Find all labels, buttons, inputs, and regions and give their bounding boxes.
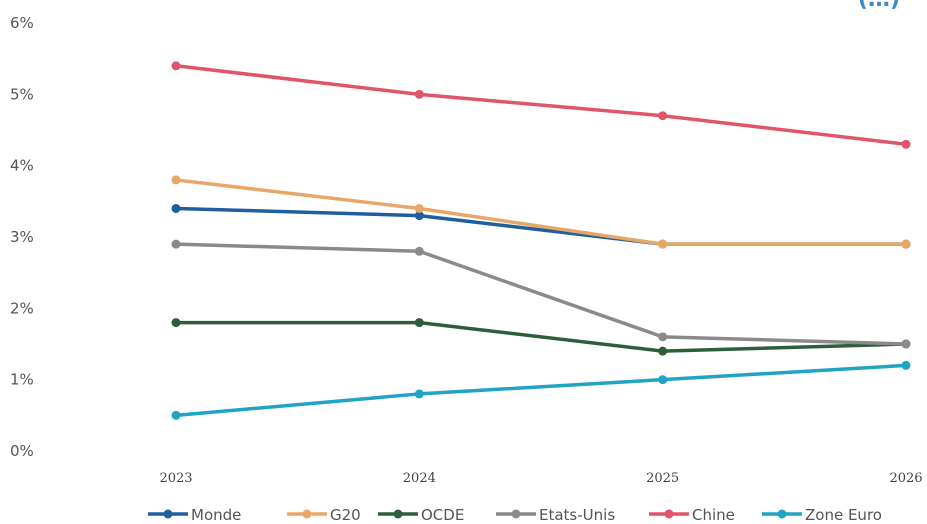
y-tick-label: 5%: [10, 85, 34, 103]
series-line: [174, 64, 908, 147]
data-point: [901, 360, 911, 370]
x-tick-label: 2024: [403, 471, 436, 486]
data-point: [414, 89, 424, 99]
data-point: [171, 61, 181, 71]
legend-swatch-marker: [163, 509, 173, 519]
series-ocde: [171, 318, 911, 356]
legend-item: OCDE: [378, 506, 464, 524]
x-tick-label: 2023: [159, 471, 192, 486]
legend-swatch-marker: [393, 509, 403, 519]
series-zone-euro: [171, 360, 911, 420]
y-axis: 0% 1% 2% 3% 4% 5% 6%: [10, 14, 34, 460]
y-tick-label: 0%: [10, 442, 34, 460]
series-line: [174, 363, 908, 418]
data-point: [901, 339, 911, 349]
data-point: [658, 375, 668, 385]
legend-swatch-marker: [664, 509, 674, 519]
data-point: [414, 203, 424, 213]
data-point: [171, 318, 181, 328]
data-point: [658, 239, 668, 249]
y-tick-label: 6%: [10, 14, 34, 32]
series-chine: [171, 61, 911, 149]
data-point: [658, 111, 668, 121]
legend-swatch-marker: [777, 509, 787, 519]
series-layer: [171, 61, 911, 420]
data-point: [658, 332, 668, 342]
legend: Monde G20 OCDE Etats-Unis Chine Zone Euro: [148, 506, 882, 524]
data-point: [171, 239, 181, 249]
legend-item: G20: [287, 506, 361, 524]
series-line: [174, 242, 908, 346]
data-point: [901, 239, 911, 249]
y-tick-label: 2%: [10, 299, 34, 317]
y-tick-label: 1%: [10, 371, 34, 389]
y-tick-label: 4%: [10, 157, 34, 175]
data-point: [171, 410, 181, 420]
legend-item: Zone Euro: [762, 506, 882, 524]
data-point: [414, 211, 424, 221]
data-point: [658, 346, 668, 356]
legend-label: Monde: [191, 506, 241, 524]
data-point: [414, 318, 424, 328]
legend-item: Monde: [148, 506, 241, 524]
legend-label: Chine: [692, 506, 735, 524]
legend-swatch-marker: [511, 509, 521, 519]
data-point: [171, 203, 181, 213]
series-etats-unis: [171, 239, 911, 349]
data-point: [901, 139, 911, 149]
y-tick-label: 3%: [10, 228, 34, 246]
series-line: [174, 178, 908, 246]
legend-label: OCDE: [421, 506, 464, 524]
x-tick-label: 2025: [646, 471, 679, 486]
x-tick-label: 2026: [889, 471, 922, 486]
series-g20: [171, 175, 911, 249]
data-point: [414, 389, 424, 399]
legend-item: Chine: [649, 506, 735, 524]
x-axis: 2023 2024 2025 2026: [159, 471, 922, 486]
legend-item: Etats-Unis: [496, 506, 615, 524]
data-point: [171, 175, 181, 185]
legend-swatch-marker: [302, 509, 312, 519]
legend-label: Etats-Unis: [539, 506, 615, 524]
data-point: [414, 246, 424, 256]
series-line: [174, 320, 908, 353]
legend-label: G20: [330, 506, 361, 524]
legend-label: Zone Euro: [805, 506, 882, 524]
chart-title-fragment: (…): [858, 0, 900, 12]
